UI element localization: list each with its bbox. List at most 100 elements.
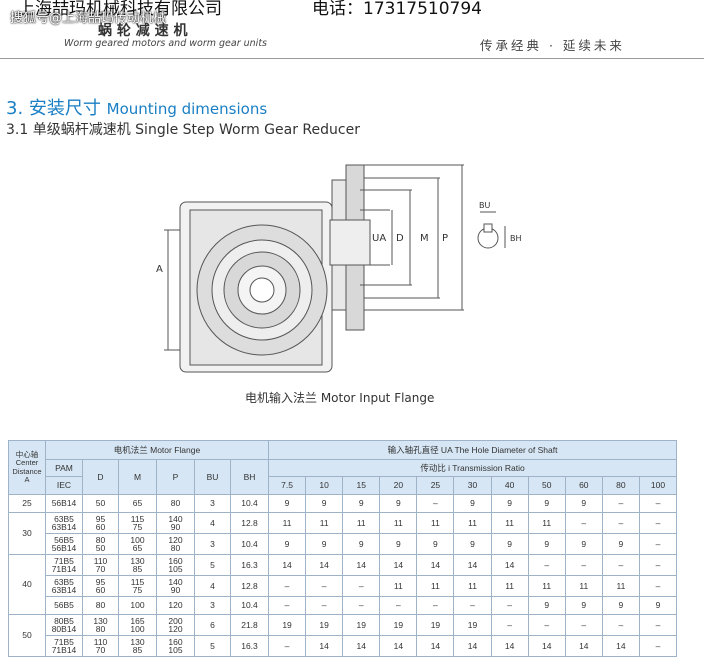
cell-m-line: 100 xyxy=(130,534,145,545)
cell-ua: – xyxy=(638,635,678,657)
watermark: 搜狐号@上海喆玛传动机械 xyxy=(10,11,167,26)
cell-ua: – xyxy=(305,596,344,615)
cell-pam-line: 71B5 xyxy=(54,636,74,647)
head-row: 中心轴 Center Distance A 电机法兰 Motor Flange 输入轴孔直… xyxy=(8,440,678,495)
cell-ua: 14 xyxy=(490,554,529,576)
cell-p-line: 120 xyxy=(168,624,183,634)
cell-ua: 11 xyxy=(416,512,455,534)
head-row: PAM D M P BU BH 传动比 i Transmission Ratio xyxy=(9,459,678,495)
table-wrap: 中心轴 Center Distance A 电机法兰 Motor Flange 输入轴孔直… xyxy=(8,440,678,657)
cell-pam: 56B5 xyxy=(45,596,83,615)
cell-ua: 11 xyxy=(379,512,418,534)
cell-d-line: 110 xyxy=(93,555,108,566)
cell-p: 120 80 xyxy=(156,533,195,555)
diagram-caption: 电机输入法兰 Motor Input Flange xyxy=(245,391,435,405)
cell-d: 110 70 xyxy=(82,635,119,657)
dimension-table: 中心轴 Center Distance A 电机法兰 Motor Flange 输入轴孔直… xyxy=(8,440,678,657)
cell-ua: 14 xyxy=(416,554,455,576)
cell-m: 165 100 xyxy=(118,614,157,636)
cell-m: 130 85 xyxy=(118,635,157,657)
product-en: Worm geared motors and worm gear units xyxy=(64,38,267,49)
cell-ua: 9 xyxy=(564,533,603,555)
cell-pam-line: 71B5 xyxy=(54,555,74,566)
cell-bu: 6 xyxy=(194,614,231,636)
cell-p: 140 90 xyxy=(156,512,195,534)
ratio: 30 xyxy=(453,476,492,495)
data-row: 50 80B5 80B14 130 80 165 100 200 120 6 21.8 19 19 19 1… xyxy=(8,614,678,657)
cell-bu: 3 xyxy=(194,596,231,615)
cell-m: 115 75 xyxy=(118,512,157,534)
cell-ua: – xyxy=(305,575,344,597)
cell-ua: – xyxy=(601,554,640,576)
ratio: 10 xyxy=(305,476,344,495)
cell-ua: – xyxy=(638,494,678,513)
cell-pam-line: 56B14 xyxy=(51,543,77,553)
cell-m-line: 115 xyxy=(130,576,145,587)
head-m: M xyxy=(118,459,157,495)
cell-pam-line: 63B5 xyxy=(54,576,74,587)
cell-bu: 4 xyxy=(194,512,231,534)
cell-ua: 9 xyxy=(601,533,640,555)
cell-pam-line: 80B14 xyxy=(51,624,77,634)
cell-ua: 11 xyxy=(601,575,640,597)
ratio: 60 xyxy=(564,476,603,495)
head-distance-line: A xyxy=(24,475,30,484)
ratio: 15 xyxy=(342,476,381,495)
cell-m-line: 100 xyxy=(130,600,145,611)
head-row: IEC 7.5 10 15 20 25 30 40 50 60 80 100 xyxy=(9,476,678,495)
distance: 30 xyxy=(8,512,46,555)
ratio: 80 xyxy=(601,476,640,495)
cell-pam-line: 63B5 xyxy=(54,513,74,524)
cell-ua: – xyxy=(601,494,640,513)
cell-d: 80 xyxy=(82,596,119,615)
ratio: 40 xyxy=(490,476,529,495)
cell-bh: 12.8 xyxy=(230,575,269,597)
cell-ua: 9 xyxy=(564,596,603,615)
label-d: D xyxy=(396,233,404,244)
cell-ua: 11 xyxy=(379,575,418,597)
head-shaft: 输入轴孔直径 UA The Hole Diameter of Shaft xyxy=(267,440,678,460)
label-a: A xyxy=(156,264,163,275)
cell-ua: 9 xyxy=(305,494,344,513)
cell-pam: 80B5 80B14 xyxy=(45,614,83,636)
label-bh: BH xyxy=(510,234,522,243)
cell-d: 95 60 xyxy=(82,575,119,597)
head-bu: BU xyxy=(194,459,231,495)
cell-d: 50 xyxy=(82,494,119,513)
cell-ua: – xyxy=(638,575,678,597)
cell-ua: 14 xyxy=(379,554,418,576)
data-row: 40 71B5 71B14 110 70 130 85 160 105 5 16.3 14 14 14 14… xyxy=(8,554,678,615)
cell-ua: – xyxy=(267,575,307,597)
cell-bh: 16.3 xyxy=(230,635,269,657)
cell-ua: 14 xyxy=(527,635,566,657)
cell-d-line: 80 xyxy=(95,600,106,611)
cell-ua: 11 xyxy=(564,575,603,597)
head-distance: 中心轴 Center Distance A xyxy=(8,440,46,495)
cell-p-line: 80 xyxy=(170,543,181,553)
cell-p-line: 105 xyxy=(168,564,183,574)
head-pam: PAM xyxy=(45,459,83,477)
cell-ua: 9 xyxy=(267,533,307,555)
cell-ua: 14 xyxy=(267,554,307,576)
cell-d-line: 50 xyxy=(95,543,106,553)
cell-ua: – xyxy=(490,596,529,615)
cell-pam-line: 56B5 xyxy=(54,534,74,545)
distance: 40 xyxy=(8,554,46,615)
ratio: 100 xyxy=(638,476,678,495)
section-title: 3. 安装尺寸 Mounting dimensions xyxy=(6,94,267,120)
cell-p-line: 140 xyxy=(168,576,183,587)
cell-ua: – xyxy=(564,512,603,534)
cell-bu: 3 xyxy=(194,494,231,513)
cell-ua: 14 xyxy=(305,635,344,657)
ratio: 20 xyxy=(379,476,418,495)
cell-ua: – xyxy=(638,614,678,636)
slogan: 传承经典 · 延续未来 xyxy=(480,38,625,53)
cell-pam: 71B5 71B14 xyxy=(45,635,83,657)
data-row: 30 63B5 63B14 95 60 115 75 140 90 4 12.8 11 11 11 11 11… xyxy=(8,512,678,555)
cell-ua: 11 xyxy=(527,575,566,597)
head-iec: IEC xyxy=(45,476,83,495)
cell-pam-line: 71B14 xyxy=(51,564,77,574)
cell-ua: 9 xyxy=(564,494,603,513)
cell-ua: 11 xyxy=(490,512,529,534)
cell-ua: 11 xyxy=(490,575,529,597)
